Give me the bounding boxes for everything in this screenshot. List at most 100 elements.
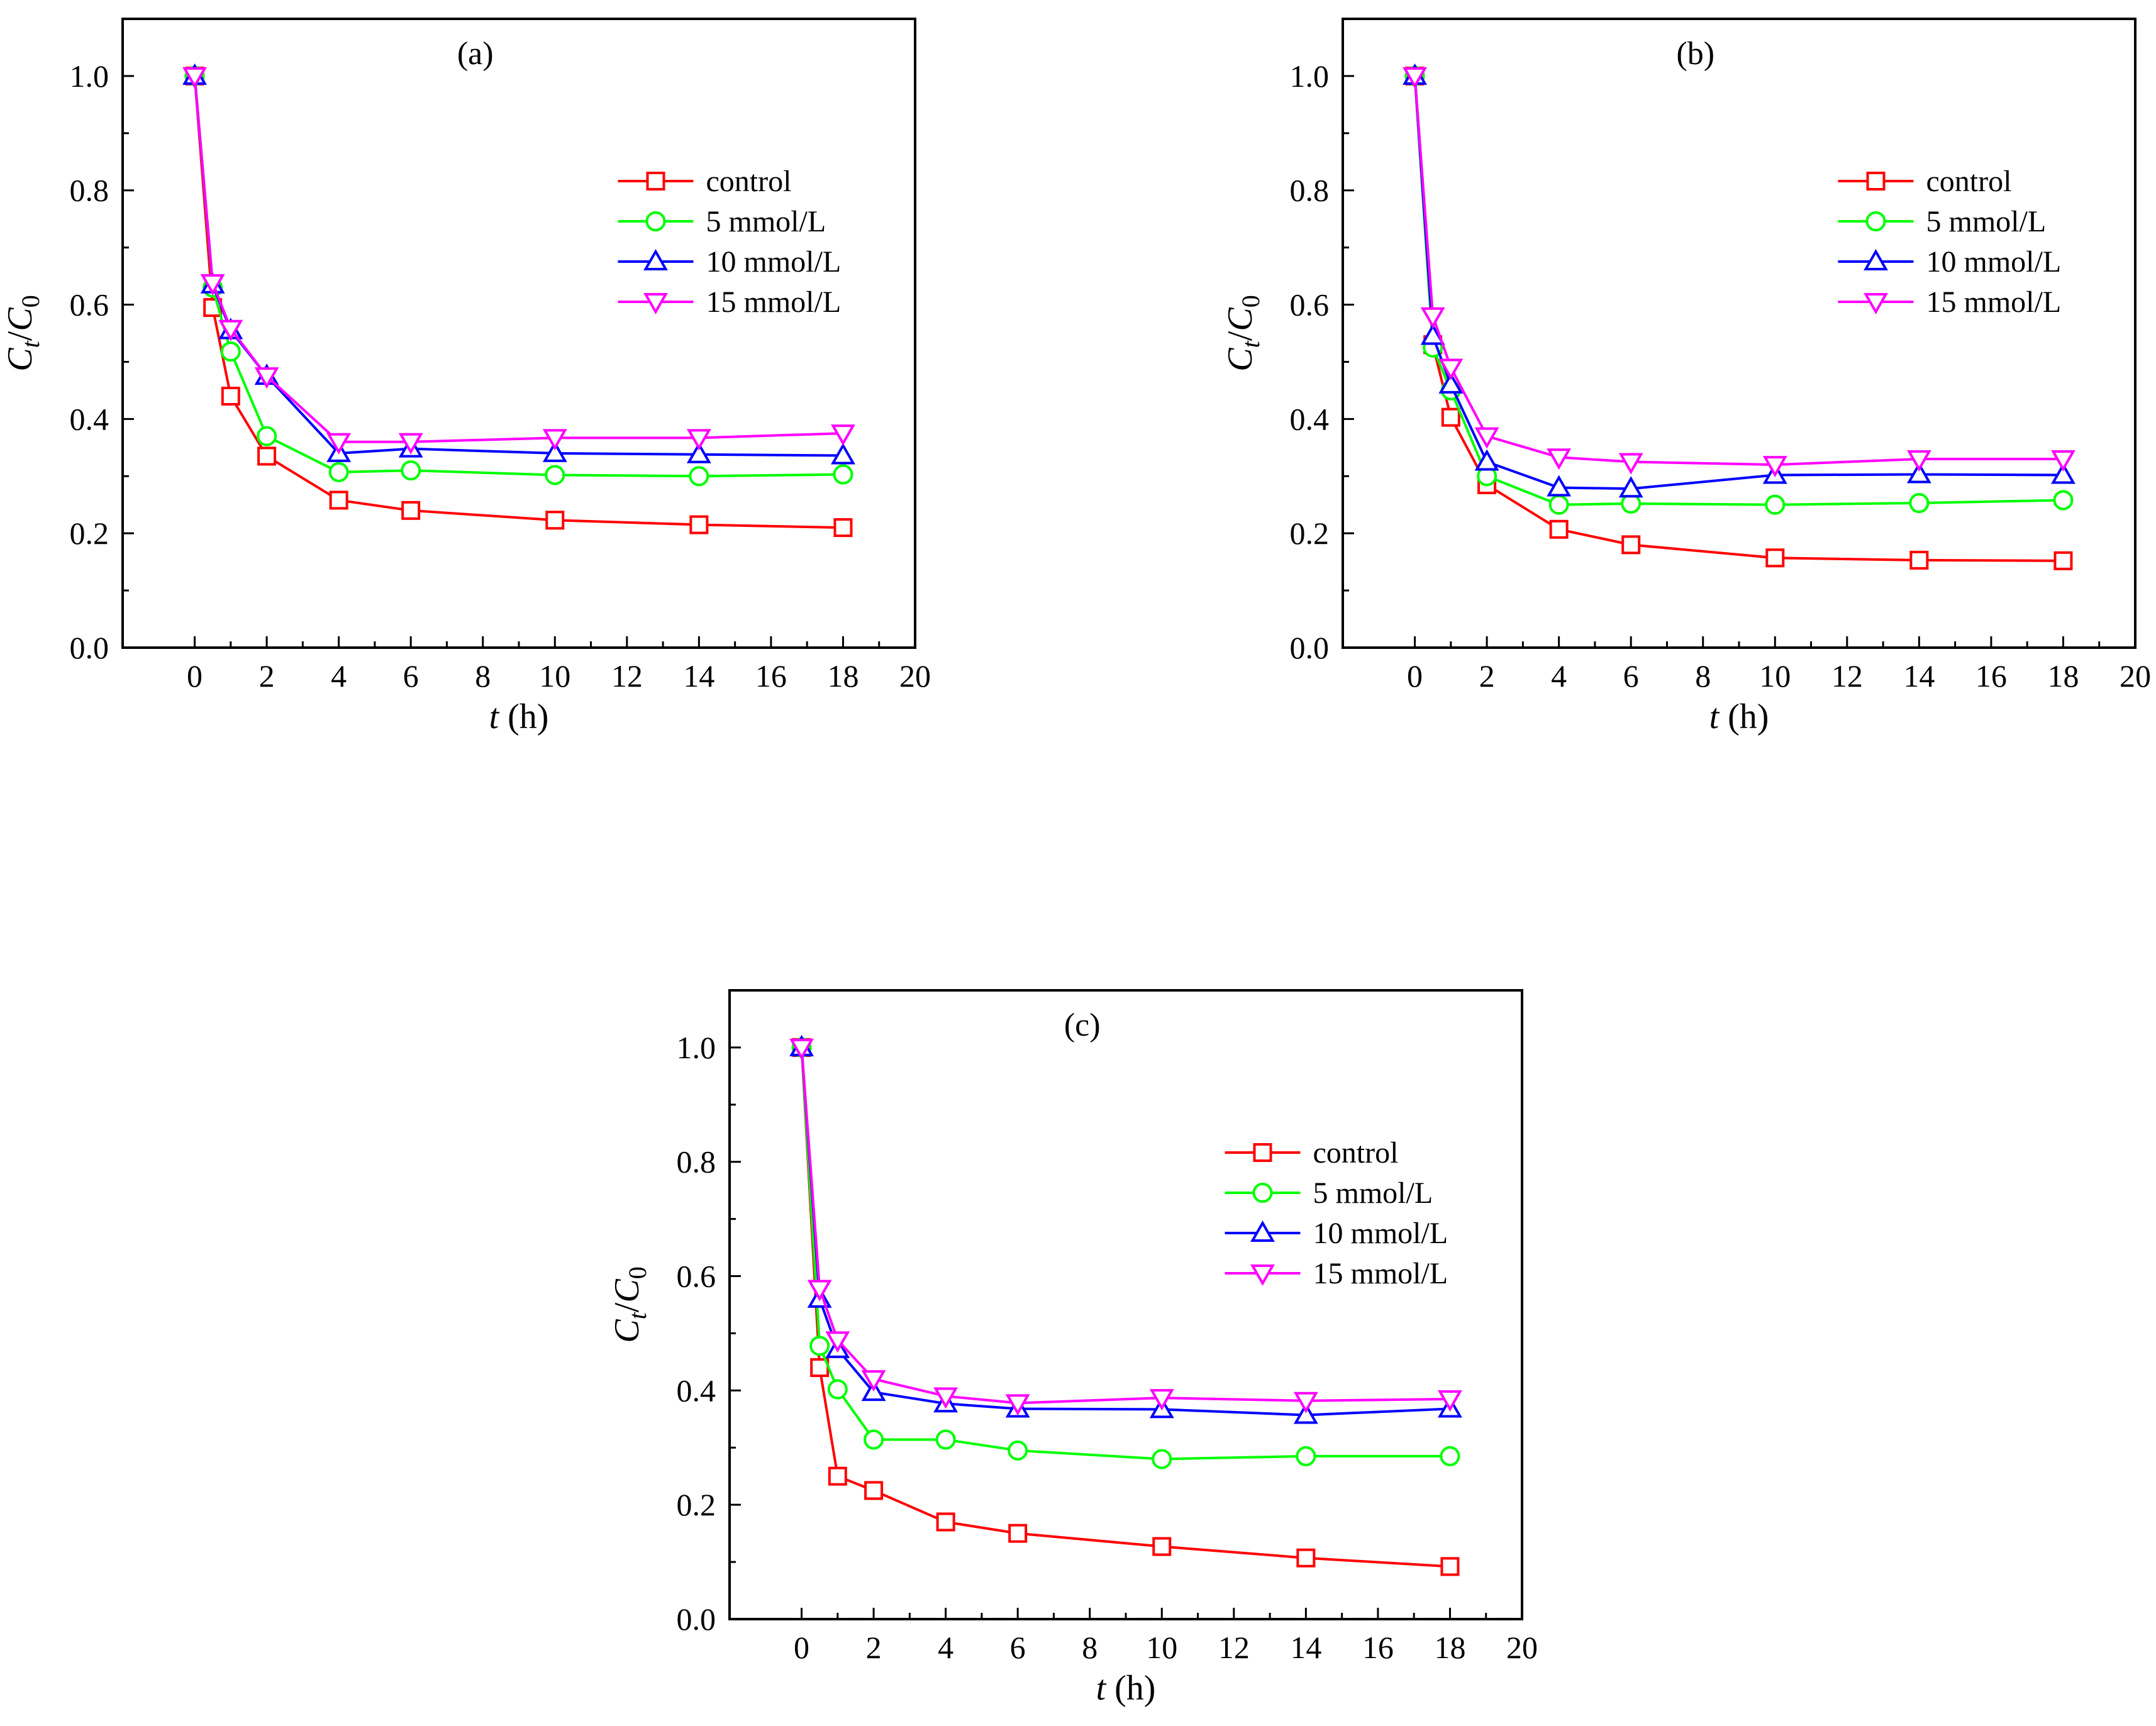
data-point-a-15-mmol-l xyxy=(398,433,423,455)
legend-marker-b-control xyxy=(1866,172,1886,191)
data-point-b-10-mmol-l xyxy=(1438,372,1464,394)
data-point-c-control xyxy=(936,1512,955,1532)
x-axis-title-c: t (h) xyxy=(1096,1669,1156,1708)
panel-label-b: (b) xyxy=(1676,36,1714,72)
legend-label-c-10-mmol-l: 10 mmol/L xyxy=(1313,1217,1448,1250)
x-tick-label-c: 16 xyxy=(1362,1630,1394,1665)
x-tick-label-b: 6 xyxy=(1623,658,1639,694)
data-point-a-15-mmol-l xyxy=(200,274,225,296)
x-tick-label-b: 10 xyxy=(1759,658,1791,694)
legend-marker-a-15-mmol-l xyxy=(643,293,668,315)
data-point-c-15-mmol-l xyxy=(1293,1391,1318,1413)
x-tick-label-c: 4 xyxy=(938,1630,953,1665)
x-axis-title-b: t (h) xyxy=(1709,697,1769,736)
plot-frame-a xyxy=(121,18,916,649)
data-point-c-control xyxy=(864,1481,884,1500)
chart-c: 0 2 4 6 8 10 12 14 16 18 20 0.0 0.2 0.4 0.6 0.8 1.0 (c) t … xyxy=(608,989,1538,1708)
data-point-b-control xyxy=(1441,407,1460,427)
y-axis-title-a: Ct/C0 xyxy=(1,295,45,371)
data-point-a-15-mmol-l xyxy=(254,367,279,389)
data-point-a-control xyxy=(221,387,240,406)
x-tick-label-a: 18 xyxy=(827,658,859,694)
data-point-b-15-mmol-l xyxy=(1438,358,1464,380)
data-point-b-15-mmol-l xyxy=(1474,427,1499,449)
legend-label-b-5-mmol-l: 5 mmol/L xyxy=(1926,205,2047,238)
data-point-b-control xyxy=(1765,548,1785,568)
y-tick-label-a: 1.0 xyxy=(70,58,109,94)
y-tick-label-b: 0.2 xyxy=(1290,516,1330,551)
data-point-b-15-mmol-l xyxy=(1403,67,1427,89)
data-point-b-5-mmol-l xyxy=(1909,493,1930,513)
legend-label-b-15-mmol-l: 15 mmol/L xyxy=(1926,285,2062,319)
x-tick-label-b: 4 xyxy=(1551,658,1567,694)
data-point-c-5-mmol-l xyxy=(809,1336,830,1356)
plot-frame-b xyxy=(1342,18,2137,649)
data-point-a-control xyxy=(329,490,348,510)
legend-label-a-15-mmol-l: 15 mmol/L xyxy=(706,285,842,319)
x-tick-label-c: 18 xyxy=(1434,1630,1465,1665)
x-tick-label-a: 14 xyxy=(683,658,714,694)
y-tick-label-c: 0.0 xyxy=(677,1602,716,1637)
x-tick-label-a: 4 xyxy=(331,658,347,694)
legend-label-c-5-mmol-l: 5 mmol/L xyxy=(1313,1176,1433,1210)
x-tick-label-c: 8 xyxy=(1082,1630,1097,1665)
legend-label-a-control: control xyxy=(706,165,792,198)
legend-label-c-control: control xyxy=(1313,1136,1399,1170)
x-tick-label-c: 14 xyxy=(1290,1630,1321,1665)
plot-frame-c xyxy=(728,989,1523,1620)
y-tick-label-c: 1.0 xyxy=(677,1030,716,1065)
data-point-c-control xyxy=(1152,1537,1172,1556)
x-tick-label-c: 2 xyxy=(866,1630,882,1665)
y-tick-label-b: 0.4 xyxy=(1290,401,1330,436)
data-point-b-15-mmol-l xyxy=(1762,456,1787,478)
data-point-c-5-mmol-l xyxy=(1152,1449,1172,1469)
x-tick-label-b: 20 xyxy=(2120,658,2151,694)
y-tick-label-c: 0.2 xyxy=(677,1487,716,1522)
data-point-a-control xyxy=(545,511,565,530)
data-point-a-10-mmol-l xyxy=(542,440,567,462)
data-point-b-10-mmol-l xyxy=(1547,475,1572,497)
data-point-b-10-mmol-l xyxy=(1906,462,1931,484)
data-point-b-5-mmol-l xyxy=(1765,494,1786,515)
legend-marker-c-10-mmol-l xyxy=(1250,1220,1275,1242)
x-tick-label-a: 8 xyxy=(475,658,491,694)
series-line-b-10-mmol-l xyxy=(1413,75,2064,490)
x-tick-label-b: 12 xyxy=(1831,658,1863,694)
y-tick-label-a: 0.2 xyxy=(70,516,109,551)
chart-b: 0 2 4 6 8 10 12 14 16 18 20 0.0 0.2 0.4 0.6 0.8 1.0 (b) t … xyxy=(1221,18,2151,736)
y-axis-title-c: Ct/C0 xyxy=(608,1266,652,1342)
data-point-a-15-mmol-l xyxy=(326,433,352,455)
data-point-c-5-mmol-l xyxy=(1296,1446,1316,1466)
data-point-c-15-mmol-l xyxy=(825,1331,850,1353)
data-point-c-5-mmol-l xyxy=(864,1429,884,1450)
y-tick-label-a: 0.0 xyxy=(70,630,109,665)
y-tick-label-b: 1.0 xyxy=(1290,58,1330,94)
x-tick-label-a: 20 xyxy=(899,658,931,694)
x-tick-label-b: 0 xyxy=(1407,658,1423,694)
y-tick-label-c: 0.8 xyxy=(677,1144,716,1180)
chart-a: 0 2 4 6 8 10 12 14 16 18 20 0.0 0.2 0.4 0.6 0.8 1.0 (a) t … xyxy=(1,18,931,736)
data-point-a-10-mmol-l xyxy=(831,443,855,465)
data-point-b-control xyxy=(2053,551,2073,570)
data-point-c-10-mmol-l xyxy=(1293,1402,1318,1424)
data-point-a-5-mmol-l xyxy=(833,464,853,485)
data-point-c-15-mmol-l xyxy=(861,1370,886,1392)
data-point-a-5-mmol-l xyxy=(401,460,421,481)
legend-label-a-10-mmol-l: 10 mmol/L xyxy=(706,245,842,279)
x-tick-label-a: 2 xyxy=(259,658,275,694)
data-point-a-15-mmol-l xyxy=(542,429,567,451)
legend-label-c-15-mmol-l: 15 mmol/L xyxy=(1313,1257,1448,1290)
legend-marker-c-control xyxy=(1253,1143,1272,1162)
data-point-a-5-mmol-l xyxy=(545,465,565,485)
data-point-b-control xyxy=(1549,519,1569,539)
legend-marker-a-10-mmol-l xyxy=(643,248,668,270)
data-point-c-15-mmol-l xyxy=(1149,1389,1174,1411)
data-point-a-15-mmol-l xyxy=(182,67,207,89)
data-point-b-10-mmol-l xyxy=(2051,462,2075,484)
data-point-a-5-mmol-l xyxy=(257,426,277,446)
data-point-b-control xyxy=(1909,550,1929,570)
data-point-a-control xyxy=(257,446,277,466)
x-tick-label-b: 16 xyxy=(1975,658,2007,694)
data-point-b-control xyxy=(1621,535,1641,555)
data-point-b-5-mmol-l xyxy=(2053,490,2074,511)
